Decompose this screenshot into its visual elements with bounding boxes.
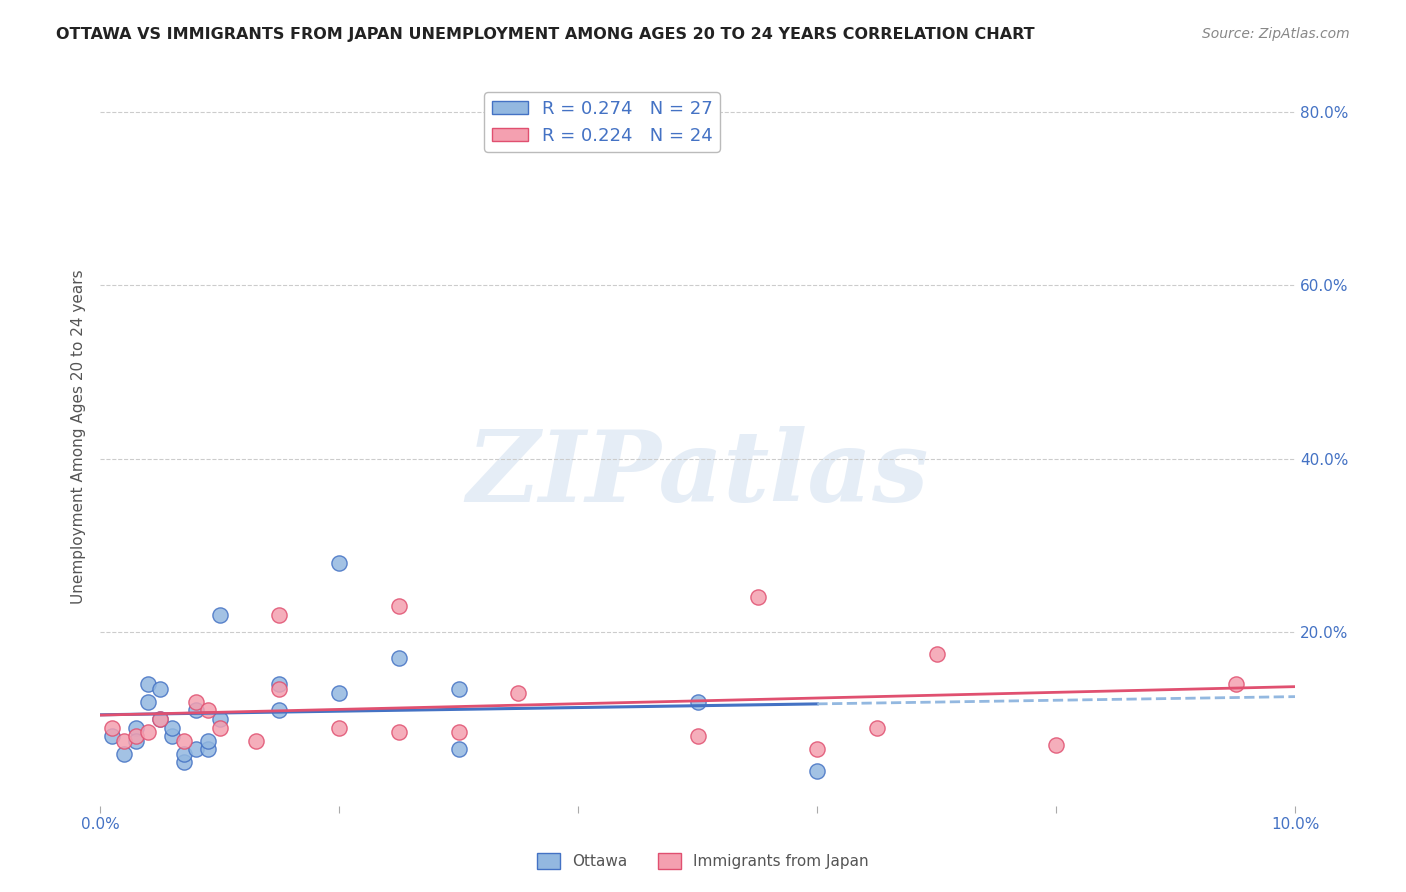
Point [173, 733, 195, 747]
Point [112, 747, 135, 761]
Point [328, 721, 350, 735]
Text: OTTAWA VS IMMIGRANTS FROM JAPAN UNEMPLOYMENT AMONG AGES 20 TO 24 YEARS CORRELATI: OTTAWA VS IMMIGRANTS FROM JAPAN UNEMPLOY… [56, 27, 1035, 42]
Point [508, 686, 530, 700]
Point [208, 721, 231, 735]
Point [184, 742, 207, 756]
Point [173, 747, 195, 761]
Point [1225, 677, 1247, 691]
Point [806, 742, 828, 756]
Point [447, 681, 470, 696]
Point [806, 764, 828, 778]
Point [208, 712, 231, 726]
Legend: Ottawa, Immigrants from Japan: Ottawa, Immigrants from Japan [531, 847, 875, 875]
Point [101, 721, 124, 735]
Point [197, 742, 219, 756]
Point [388, 725, 411, 739]
Point [447, 725, 470, 739]
Point [112, 733, 135, 747]
Point [866, 721, 889, 735]
Point [686, 729, 709, 743]
Point [184, 703, 207, 717]
Point [136, 694, 159, 708]
Point [149, 712, 172, 726]
Point [197, 703, 219, 717]
Point [173, 756, 195, 770]
Point [328, 556, 350, 570]
Point [388, 651, 411, 665]
Point [125, 721, 148, 735]
Point [101, 729, 124, 743]
Point [269, 607, 291, 622]
Point [136, 725, 159, 739]
Point [925, 647, 948, 661]
Point [184, 694, 207, 708]
Point [149, 681, 172, 696]
Point [208, 607, 231, 622]
Y-axis label: Unemployment Among Ages 20 to 24 years: Unemployment Among Ages 20 to 24 years [72, 269, 86, 605]
Point [160, 729, 183, 743]
Point [269, 681, 291, 696]
Point [686, 694, 709, 708]
Point [1045, 738, 1067, 752]
Point [125, 729, 148, 743]
Point [388, 599, 411, 614]
Point [136, 677, 159, 691]
Point [269, 703, 291, 717]
Text: Source: ZipAtlas.com: Source: ZipAtlas.com [1202, 27, 1350, 41]
Legend: R = 0.274   N = 27, R = 0.224   N = 24: R = 0.274 N = 27, R = 0.224 N = 24 [484, 92, 720, 152]
Point [149, 712, 172, 726]
Point [245, 733, 267, 747]
Point [269, 677, 291, 691]
Text: ZIPatlas: ZIPatlas [467, 425, 929, 522]
Point [160, 721, 183, 735]
Point [328, 686, 350, 700]
Point [747, 591, 769, 605]
Point [197, 733, 219, 747]
Point [447, 742, 470, 756]
Point [125, 733, 148, 747]
